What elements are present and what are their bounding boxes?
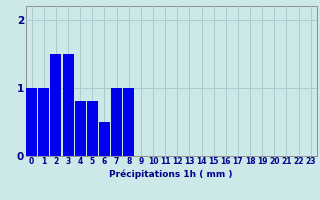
X-axis label: Précipitations 1h ( mm ): Précipitations 1h ( mm ) bbox=[109, 169, 233, 179]
Bar bbox=[63, 54, 74, 156]
Bar bbox=[111, 88, 122, 156]
Bar bbox=[38, 88, 49, 156]
Bar bbox=[87, 101, 98, 156]
Bar bbox=[123, 88, 134, 156]
Bar bbox=[75, 101, 86, 156]
Bar bbox=[99, 122, 110, 156]
Bar bbox=[26, 88, 37, 156]
Bar bbox=[51, 54, 61, 156]
